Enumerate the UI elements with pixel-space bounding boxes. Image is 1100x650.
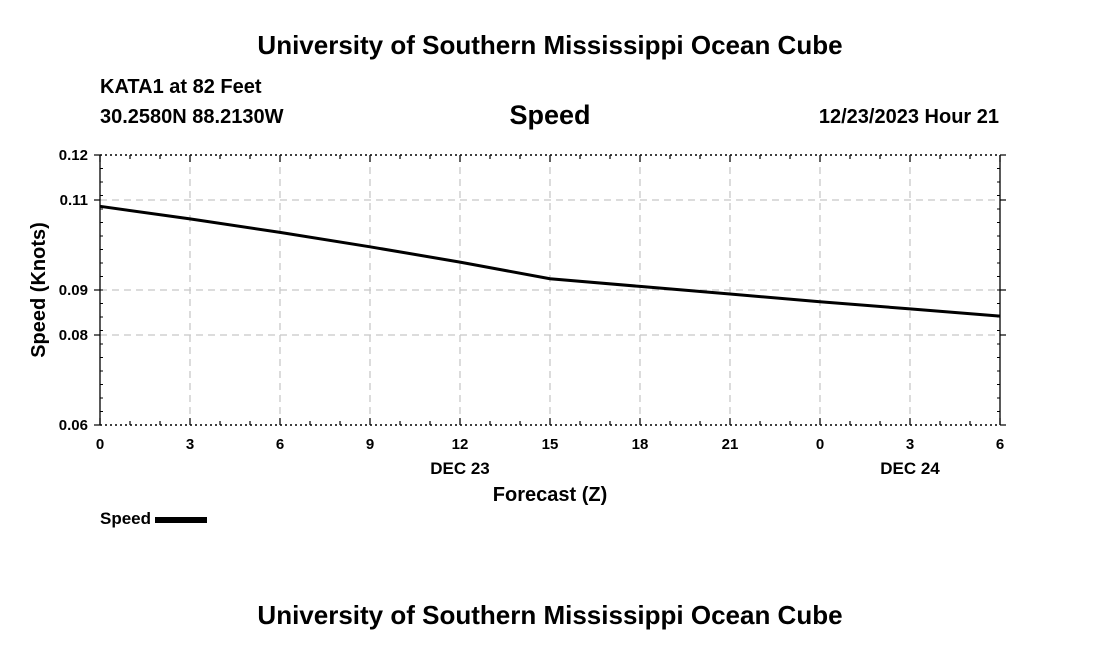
x-tick-label: 0 xyxy=(96,436,104,453)
x-date-label: DEC 23 xyxy=(430,459,490,478)
station-label: KATA1 at 82 Feet xyxy=(100,76,262,98)
chart-grid xyxy=(100,154,1000,426)
bottom-title: University of Southern Mississippi Ocean… xyxy=(257,600,843,630)
x-tick-label: 3 xyxy=(906,436,914,453)
top-title: University of Southern Mississippi Ocean… xyxy=(257,30,843,60)
x-tick-label: 6 xyxy=(996,436,1004,453)
x-axis-label: Forecast (Z) xyxy=(493,484,607,506)
x-tick-label: 21 xyxy=(722,436,739,453)
y-tick-label: 0.09 xyxy=(59,282,88,299)
legend-swatch xyxy=(155,516,208,523)
x-tick-label: 15 xyxy=(542,436,559,453)
plot-title: Speed xyxy=(509,100,591,130)
x-tick-label: 3 xyxy=(186,436,194,453)
chart-series xyxy=(99,204,1001,318)
x-tick-label: 0 xyxy=(816,436,824,453)
x-date-label: DEC 24 xyxy=(880,459,940,478)
y-tick-label: 0.12 xyxy=(59,147,88,164)
y-tick-label: 0.06 xyxy=(59,417,88,434)
y-axis-label: Speed (Knots) xyxy=(28,222,50,358)
forecast-datetime: 12/23/2023 Hour 21 xyxy=(818,106,999,128)
speed-chart: 0 3 6 9 12 15 18 21 0 3 6 DEC 23 DEC 24 0.06 0.08 0.09 0… xyxy=(28,147,1006,506)
legend: Speed xyxy=(100,509,208,529)
x-tick-label: 18 xyxy=(632,436,649,453)
station-coords: 30.2580N 88.2130W xyxy=(100,106,284,128)
chart-ticks xyxy=(94,154,1006,426)
y-tick-label: 0.11 xyxy=(60,192,88,209)
x-tick-label: 12 xyxy=(452,436,469,453)
legend-label: Speed xyxy=(100,509,152,528)
x-tick-label: 6 xyxy=(276,436,284,453)
x-tick-label: 9 xyxy=(366,436,374,453)
y-tick-label: 0.08 xyxy=(59,327,88,344)
chart-labels: 0 3 6 9 12 15 18 21 0 3 6 DEC 23 DEC 24 0.06 0.08 0.09 0… xyxy=(28,147,1004,506)
